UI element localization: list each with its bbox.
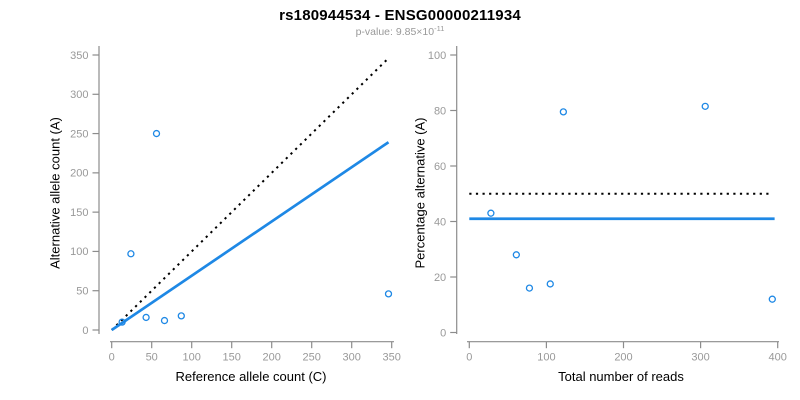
data-point <box>487 209 495 217</box>
left-x-axis-title: Reference allele count (C) <box>175 369 327 384</box>
page-title: rs180944534 - ENSG00000211934 <box>279 7 521 24</box>
x-tick-label: 150 <box>223 352 241 364</box>
y-tick-label: 350 <box>70 50 88 62</box>
data-point <box>525 284 534 292</box>
data-point <box>559 108 568 116</box>
data-point <box>142 313 150 322</box>
left-scatter-panel: 0 50 100 150 200 250 300 350 0 50 100 150 200 250 300 3… <box>70 46 401 364</box>
x-tick-label: 100 <box>537 352 555 364</box>
y-tick-label: 250 <box>70 128 88 140</box>
left-y-axis-title: Alternative allele count (A) <box>47 117 63 269</box>
x-tick-label: 300 <box>691 352 709 364</box>
regression-line <box>110 141 390 332</box>
right-x-axis-title: Total number of reads <box>558 369 684 384</box>
data-point <box>768 295 776 303</box>
data-point <box>384 290 393 298</box>
y-tick-label: 150 <box>70 207 88 219</box>
x-tick-label: 200 <box>263 352 281 364</box>
y-tick-label: 0 <box>82 325 88 337</box>
identity-line <box>110 56 391 331</box>
y-tick-label: 50 <box>76 286 88 298</box>
x-tick-label: 250 <box>303 352 321 364</box>
data-point <box>160 316 169 325</box>
x-tick-label: 0 <box>466 352 472 364</box>
x-tick-label: 50 <box>146 352 158 364</box>
right-y-axis-title: Percentage alternative (A) <box>412 117 428 269</box>
data-point <box>512 251 520 259</box>
data-point <box>546 280 554 288</box>
x-tick-label: 400 <box>769 352 787 364</box>
y-tick-label: 60 <box>434 161 446 173</box>
y-tick-label: 20 <box>434 272 446 284</box>
data-point <box>127 250 135 258</box>
right-scatter-panel: 0 100 200 300 400 0 20 40 60 80 100 <box>428 46 787 364</box>
x-tick-label: 100 <box>183 352 201 364</box>
data-point <box>177 312 185 320</box>
x-tick-label: 300 <box>343 352 361 364</box>
p-value-subtitle: p-value: 9.85×10-11 <box>0 24 800 38</box>
y-tick-label: 80 <box>434 105 446 117</box>
data-point <box>118 318 126 326</box>
y-tick-label: 100 <box>70 246 88 258</box>
data-point <box>701 102 709 110</box>
y-tick-label: 0 <box>440 327 446 339</box>
p-value-exponent: -11 <box>434 24 445 33</box>
data-point <box>152 129 161 138</box>
x-tick-label: 0 <box>109 352 115 364</box>
y-tick-label: 300 <box>70 89 88 101</box>
x-tick-label: 200 <box>614 352 632 364</box>
y-tick-label: 200 <box>70 168 88 180</box>
y-tick-label: 100 <box>428 50 446 62</box>
p-value-text: p-value: 9.85×10 <box>355 26 435 38</box>
x-tick-label: 350 <box>383 352 401 364</box>
y-tick-label: 40 <box>434 216 446 228</box>
